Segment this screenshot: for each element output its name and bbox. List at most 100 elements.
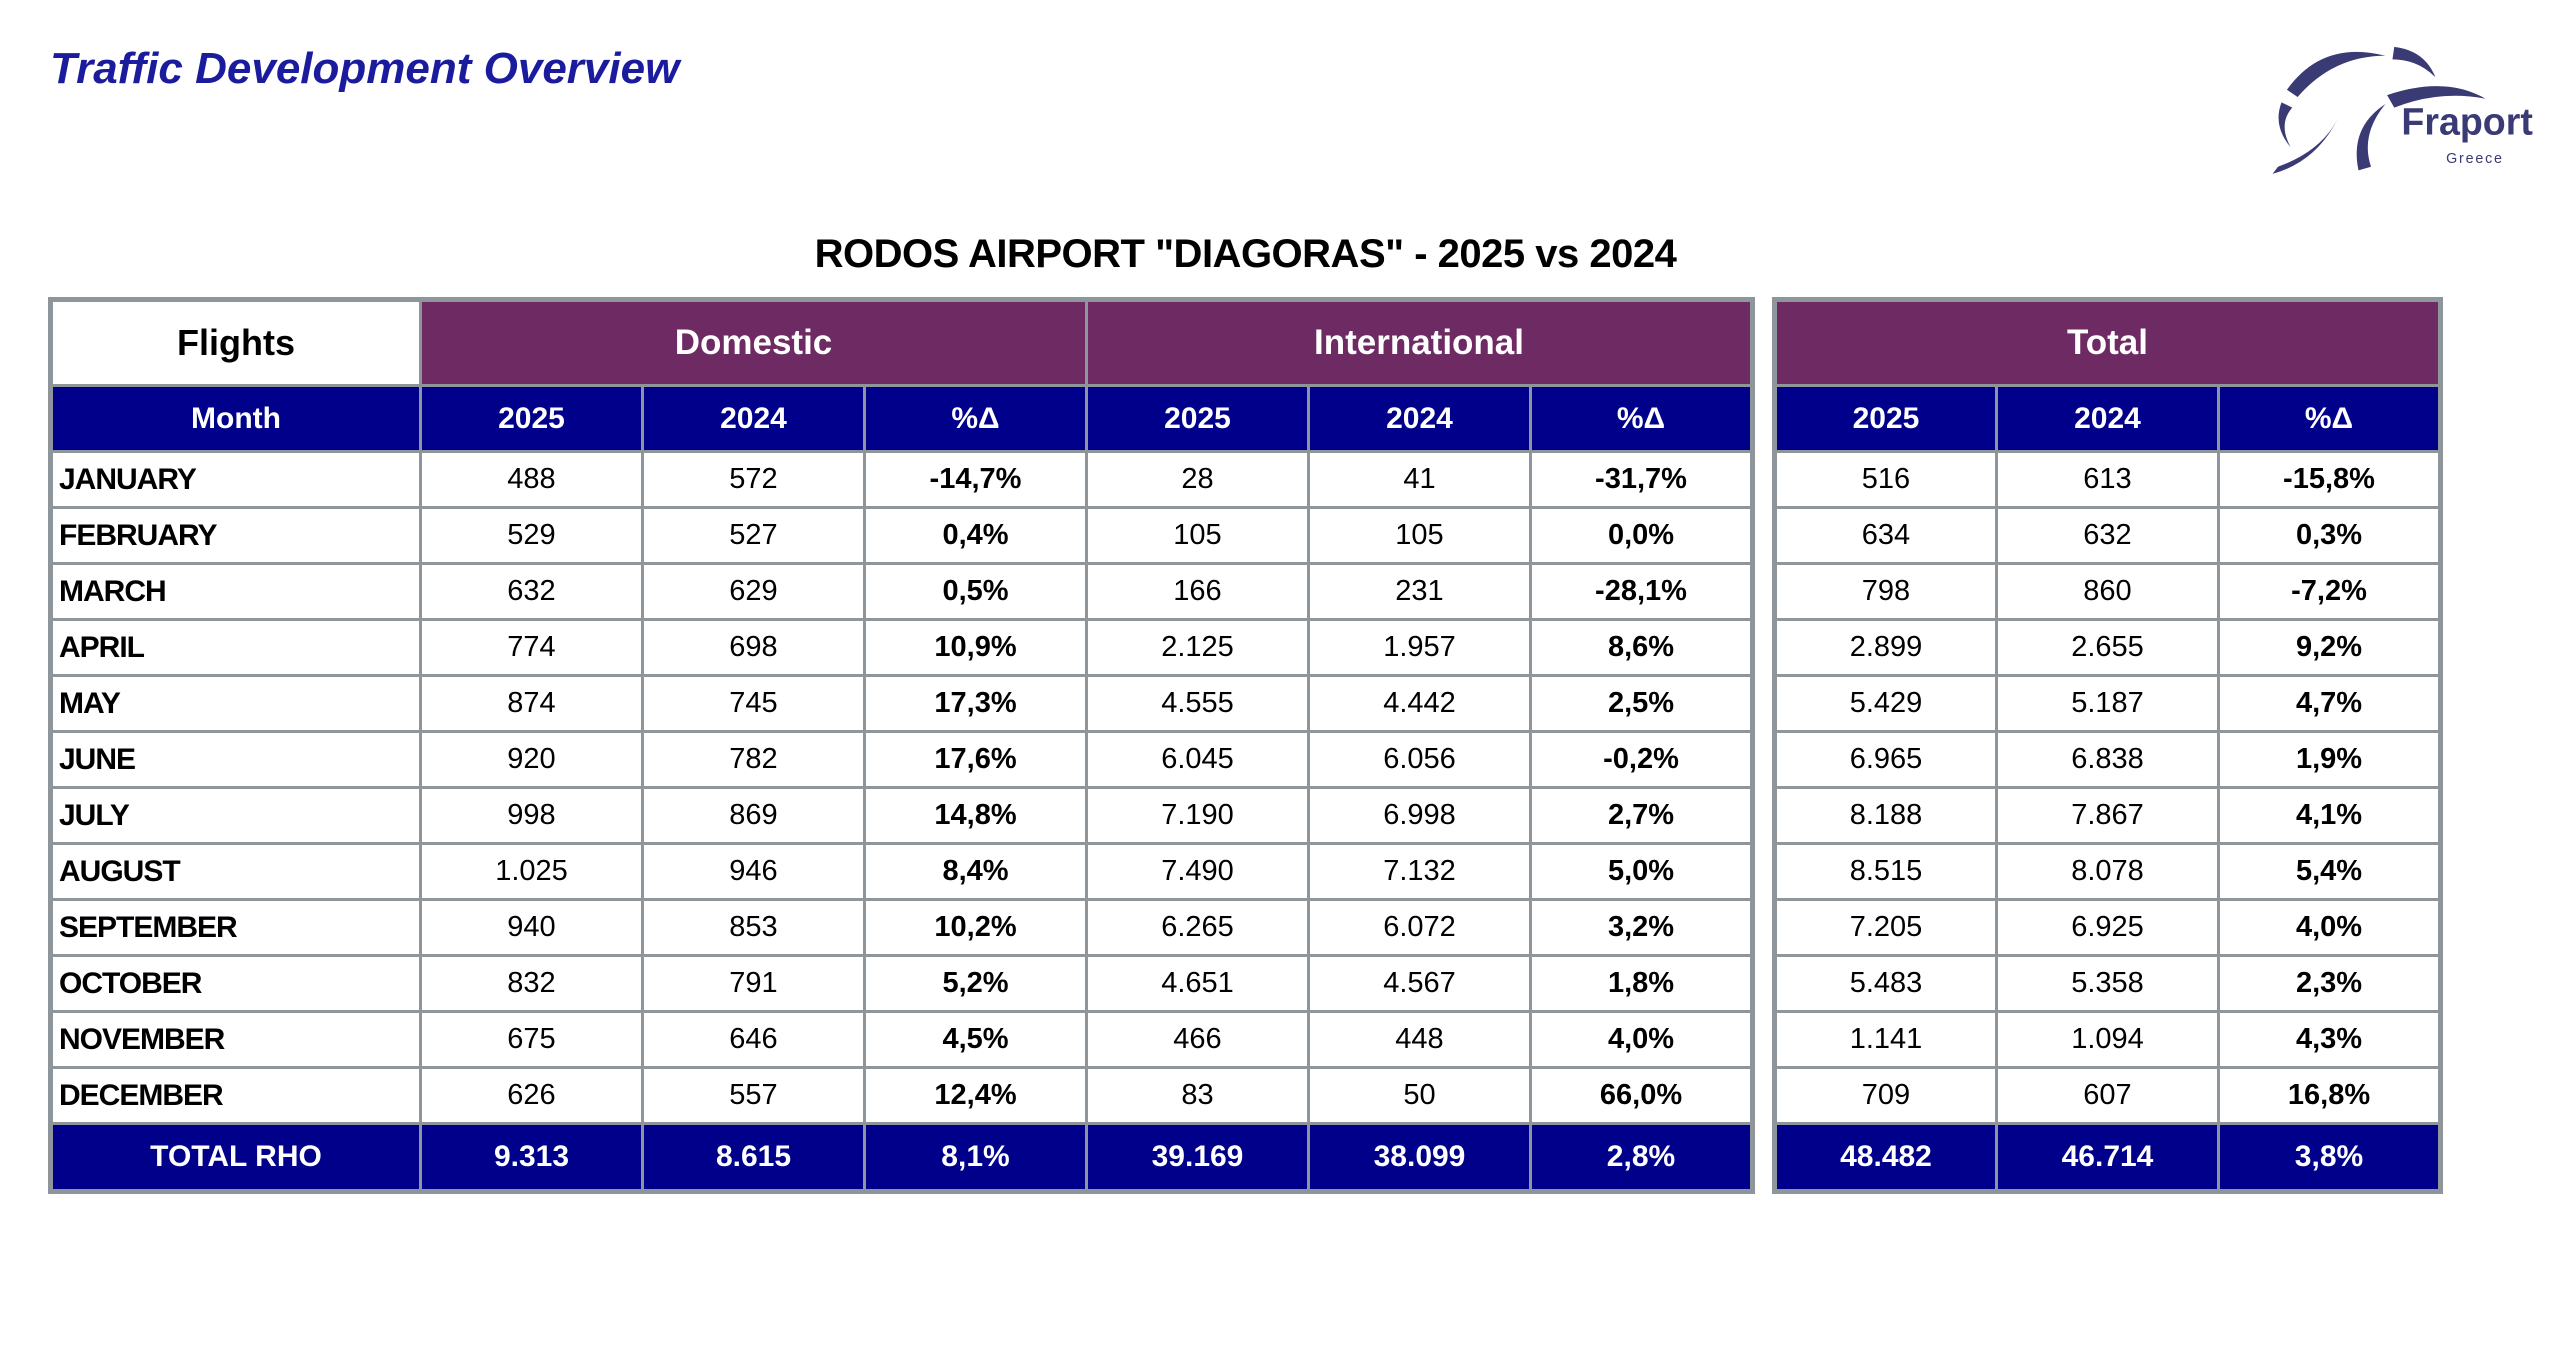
- value-cell: 869: [641, 786, 866, 845]
- page-title: Traffic Development Overview: [50, 44, 680, 93]
- delta-cell: -28,1%: [1529, 562, 1754, 621]
- total-cell: 39.169: [1085, 1122, 1310, 1193]
- value-cell: 7.132: [1307, 842, 1532, 901]
- delta-cell: 16,8%: [2217, 1066, 2442, 1125]
- value-cell: 166: [1085, 562, 1310, 621]
- value-cell: 488: [419, 450, 644, 509]
- value-cell: 6.965: [1773, 730, 1998, 789]
- total-rho-row: 48.482 46.714 3,8%: [1773, 1122, 2442, 1193]
- value-cell: 5.429: [1773, 674, 1998, 733]
- total-cell: 48.482: [1773, 1122, 1998, 1193]
- table-row: 516 613 -15,8%: [1773, 450, 2442, 509]
- value-cell: 946: [641, 842, 866, 901]
- total-cell: 38.099: [1307, 1122, 1532, 1193]
- month-cell: NOVEMBER: [49, 1010, 422, 1069]
- international-2025-header: 2025: [1085, 384, 1310, 453]
- value-cell: 448: [1307, 1010, 1532, 1069]
- value-cell: 774: [419, 618, 644, 677]
- table-row: 7.205 6.925 4,0%: [1773, 898, 2442, 957]
- delta-cell: 4,0%: [1529, 1010, 1754, 1069]
- value-cell: 105: [1307, 506, 1532, 565]
- delta-cell: 4,7%: [2217, 674, 2442, 733]
- group-header-row: Total: [1773, 298, 2442, 387]
- value-cell: 791: [641, 954, 866, 1013]
- value-cell: 632: [419, 562, 644, 621]
- delta-cell: 4,3%: [2217, 1010, 2442, 1069]
- table-row: MAY 874 745 17,3% 4.555 4.442 2,5%: [49, 674, 1754, 733]
- month-column-header: Month: [49, 384, 422, 453]
- value-cell: 105: [1085, 506, 1310, 565]
- delta-cell: 0,4%: [863, 506, 1088, 565]
- total-group-header: Total: [1773, 298, 2442, 387]
- value-cell: 1.957: [1307, 618, 1532, 677]
- flights-table: Flights Domestic International Month 202…: [48, 297, 1755, 1194]
- table-row: APRIL 774 698 10,9% 2.125 1.957 8,6%: [49, 618, 1754, 677]
- total-cell: 8.615: [641, 1122, 866, 1193]
- value-cell: 2.899: [1773, 618, 1998, 677]
- delta-cell: 2,5%: [1529, 674, 1754, 733]
- delta-cell: 8,6%: [1529, 618, 1754, 677]
- delta-cell: 0,5%: [863, 562, 1088, 621]
- delta-cell: 3,2%: [1529, 898, 1754, 957]
- domestic-delta-header: %Δ: [863, 384, 1088, 453]
- value-cell: 7.867: [1995, 786, 2220, 845]
- value-cell: 6.265: [1085, 898, 1310, 957]
- value-cell: 853: [641, 898, 866, 957]
- value-cell: 632: [1995, 506, 2220, 565]
- table-row: 1.141 1.094 4,3%: [1773, 1010, 2442, 1069]
- value-cell: 646: [641, 1010, 866, 1069]
- total-rho-row: TOTAL RHO 9.313 8.615 8,1% 39.169 38.099…: [49, 1122, 1754, 1193]
- value-cell: 745: [641, 674, 866, 733]
- value-cell: 6.925: [1995, 898, 2220, 957]
- delta-cell: 12,4%: [863, 1066, 1088, 1125]
- value-cell: 529: [419, 506, 644, 565]
- delta-cell: 2,7%: [1529, 786, 1754, 845]
- flights-corner-cell: Flights: [49, 298, 422, 387]
- delta-cell: 2,3%: [2217, 954, 2442, 1013]
- value-cell: 231: [1307, 562, 1532, 621]
- value-cell: 629: [641, 562, 866, 621]
- value-cell: 874: [419, 674, 644, 733]
- value-cell: 4.651: [1085, 954, 1310, 1013]
- delta-cell: -0,2%: [1529, 730, 1754, 789]
- delta-cell: 4,0%: [2217, 898, 2442, 957]
- group-header-row: Flights Domestic International: [49, 298, 1754, 387]
- table-row: 5.429 5.187 4,7%: [1773, 674, 2442, 733]
- table-row: AUGUST 1.025 946 8,4% 7.490 7.132 5,0%: [49, 842, 1754, 901]
- month-cell: MARCH: [49, 562, 422, 621]
- total-2024-header: 2024: [1995, 384, 2220, 453]
- total-delta-cell: 2,8%: [1529, 1122, 1754, 1193]
- month-cell: JUNE: [49, 730, 422, 789]
- table-row: 6.965 6.838 1,9%: [1773, 730, 2442, 789]
- delta-cell: 66,0%: [1529, 1066, 1754, 1125]
- value-cell: 527: [641, 506, 866, 565]
- value-cell: 8.188: [1773, 786, 1998, 845]
- month-cell: AUGUST: [49, 842, 422, 901]
- value-cell: 4.555: [1085, 674, 1310, 733]
- table-row: 709 607 16,8%: [1773, 1066, 2442, 1125]
- table-row: 798 860 -7,2%: [1773, 562, 2442, 621]
- value-cell: 998: [419, 786, 644, 845]
- value-cell: 6.998: [1307, 786, 1532, 845]
- value-cell: 634: [1773, 506, 1998, 565]
- value-cell: 7.190: [1085, 786, 1310, 845]
- delta-cell: -14,7%: [863, 450, 1088, 509]
- delta-cell: 10,9%: [863, 618, 1088, 677]
- table-row: JANUARY 488 572 -14,7% 28 41 -31,7%: [49, 450, 1754, 509]
- value-cell: 466: [1085, 1010, 1310, 1069]
- month-cell: MAY: [49, 674, 422, 733]
- month-cell: JULY: [49, 786, 422, 845]
- value-cell: 2.125: [1085, 618, 1310, 677]
- total-delta-cell: 8,1%: [863, 1122, 1088, 1193]
- value-cell: 6.045: [1085, 730, 1310, 789]
- value-cell: 832: [419, 954, 644, 1013]
- delta-cell: 8,4%: [863, 842, 1088, 901]
- month-cell: FEBRUARY: [49, 506, 422, 565]
- domestic-2025-header: 2025: [419, 384, 644, 453]
- value-cell: 6.072: [1307, 898, 1532, 957]
- total-delta-cell: 3,8%: [2217, 1122, 2442, 1193]
- total-delta-header: %Δ: [2217, 384, 2442, 453]
- month-cell: SEPTEMBER: [49, 898, 422, 957]
- value-cell: 557: [641, 1066, 866, 1125]
- international-2024-header: 2024: [1307, 384, 1532, 453]
